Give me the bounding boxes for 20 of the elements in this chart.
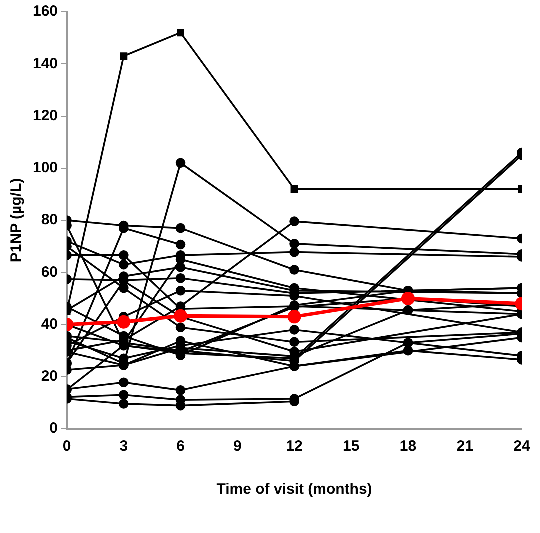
y-tick-label: 160 [32, 3, 58, 20]
y-tick-label: 100 [32, 160, 58, 177]
y-tick-label: 140 [32, 55, 58, 72]
y-tick-label: 120 [32, 107, 58, 124]
x-axis-title: Time of visit (months) [216, 481, 372, 498]
y-tick-label: 60 [41, 264, 58, 281]
x-tick-label: 9 [233, 438, 242, 456]
x-tick-label: 12 [286, 438, 303, 456]
x-tick-label: 24 [514, 438, 531, 456]
y-tick-label: 20 [41, 368, 58, 386]
y-tick-label: 80 [41, 212, 58, 229]
y-tick-label: 0 [50, 420, 58, 438]
x-tick-label: 21 [456, 438, 474, 456]
x-tick-label: 3 [120, 438, 128, 456]
y-axis-title: P1NP (µg/L) [8, 178, 26, 263]
y-tick-label: 40 [41, 316, 58, 333]
x-tick-label: 0 [62, 438, 72, 456]
x-tick-label: 18 [400, 438, 417, 456]
x-tick-label: 15 [343, 438, 360, 456]
x-tick-label: 6 [176, 438, 185, 456]
